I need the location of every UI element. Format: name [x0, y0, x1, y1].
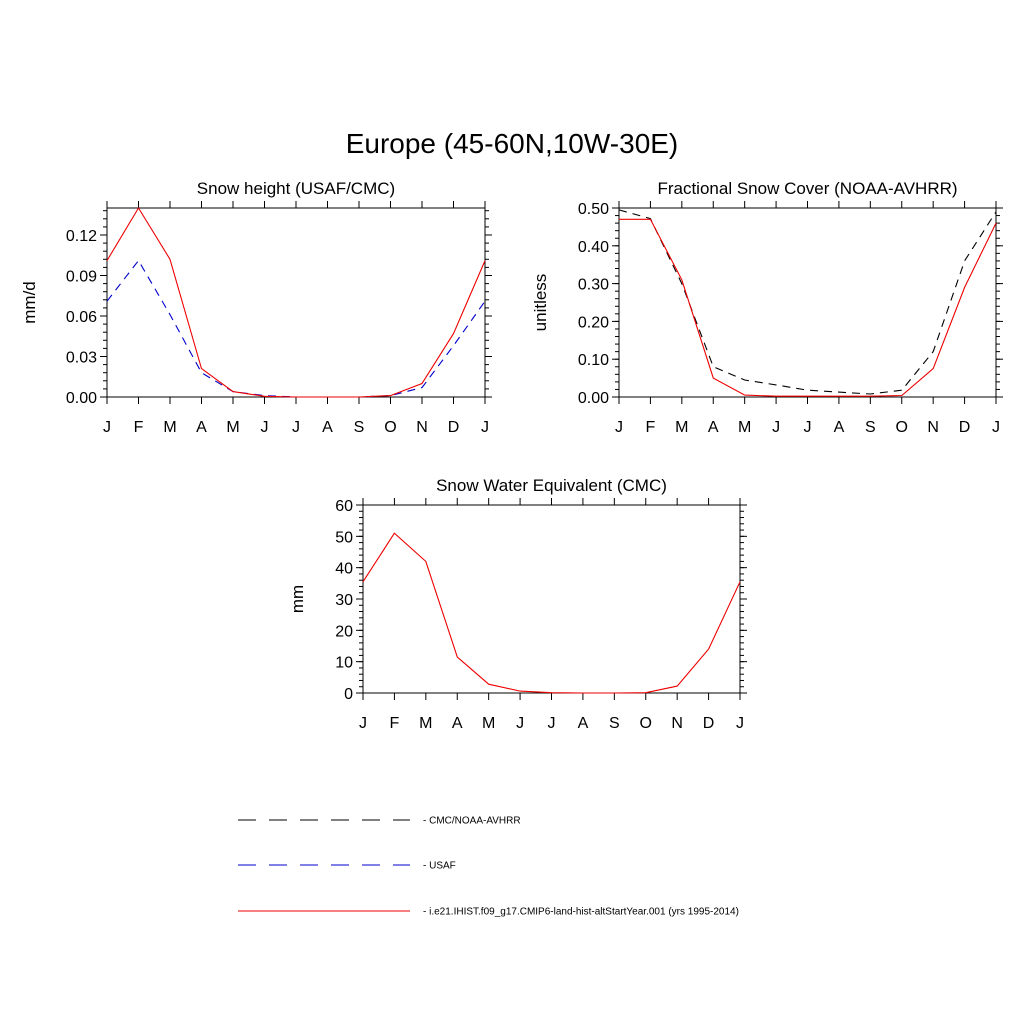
- legend-label: - i.e21.IHIST.f09_g17.CMIP6-land-hist-al…: [423, 907, 739, 918]
- chart-panel-2: Fractional Snow Cover (NOAA-AVHRR) unitle…: [531, 179, 1003, 436]
- plot-frame: [362, 504, 741, 694]
- x-tick-label: O: [384, 419, 396, 436]
- y-tick-label: 0.30: [578, 277, 609, 294]
- x-tick-label: F: [390, 715, 400, 732]
- x-tick-label: J: [481, 419, 489, 436]
- x-tick-label: A: [834, 419, 845, 436]
- legend: - CMC/NOAA-AVHRR - USAF - i.e21.IHIST.f09_…: [238, 816, 739, 918]
- x-tick-label: A: [708, 419, 719, 436]
- legend-label: - CMC/NOAA-AVHRR: [423, 816, 521, 827]
- x-tick-label: J: [103, 419, 111, 436]
- y-tick-label: 50: [335, 529, 353, 546]
- series-line: [619, 218, 997, 397]
- chart-title: Snow height (USAF/CMC): [197, 179, 395, 198]
- x-tick-label: S: [609, 715, 620, 732]
- y-tick-label: 0: [344, 686, 353, 703]
- x-tick-label: A: [196, 419, 207, 436]
- x-tick-label: J: [292, 419, 300, 436]
- x-tick-label: D: [959, 419, 971, 436]
- x-tick-label: M: [226, 419, 239, 436]
- chart-title: Snow Water Equivalent (CMC): [436, 476, 667, 495]
- x-tick-label: A: [578, 715, 589, 732]
- y-tick-label: 0.10: [578, 352, 609, 369]
- x-tick-label: S: [865, 419, 876, 436]
- y-tick-label: 0.00: [66, 390, 97, 407]
- y-tick-label: 0.12: [66, 228, 97, 245]
- x-tick-label: A: [322, 419, 333, 436]
- x-tick-label: D: [703, 715, 715, 732]
- y-tick-label: 30: [335, 592, 353, 609]
- series-line: [618, 209, 997, 395]
- y-tick-label: 40: [335, 561, 353, 578]
- x-tick-label: M: [482, 715, 495, 732]
- x-tick-label: N: [416, 419, 428, 436]
- x-tick-label: J: [359, 715, 367, 732]
- legend-label: - USAF: [423, 861, 456, 872]
- y-axis-label: mm/d: [20, 281, 39, 324]
- y-tick-label: 0.00: [578, 390, 609, 407]
- x-tick-label: J: [516, 715, 524, 732]
- y-tick-label: 0.09: [66, 269, 97, 286]
- x-tick-label: N: [671, 715, 683, 732]
- x-tick-label: O: [640, 715, 652, 732]
- x-tick-label: M: [738, 419, 751, 436]
- plot-frame: [618, 207, 997, 398]
- x-tick-label: J: [261, 419, 269, 436]
- series-line: [106, 206, 486, 398]
- x-tick-label: J: [736, 715, 744, 732]
- chart-title: Fractional Snow Cover (NOAA-AVHRR): [657, 179, 957, 198]
- y-tick-label: 10: [335, 655, 353, 672]
- x-tick-label: M: [419, 715, 432, 732]
- x-tick-label: A: [452, 715, 463, 732]
- y-axis-label: unitless: [531, 274, 550, 332]
- x-tick-label: N: [927, 419, 939, 436]
- y-tick-label: 0.20: [578, 314, 609, 331]
- plot-frame: [106, 207, 486, 398]
- y-axis-label: mm: [288, 585, 307, 613]
- chart-panel-1: Snow height (USAF/CMC) mm/d 0.00 0.03 0.06 0.…: [20, 179, 492, 436]
- x-tick-label: J: [772, 419, 780, 436]
- x-tick-label: M: [675, 419, 688, 436]
- x-tick-label: J: [615, 419, 623, 436]
- x-tick-label: S: [354, 419, 365, 436]
- series-line: [362, 532, 741, 694]
- figure-title: Europe (45-60N,10W-30E): [345, 128, 679, 159]
- x-tick-label: F: [646, 419, 656, 436]
- x-tick-label: J: [548, 715, 556, 732]
- chart-panel-3: Snow Water Equivalent (CMC) mm 0 10 20 30 40 50…: [288, 476, 747, 732]
- x-tick-label: J: [992, 419, 1000, 436]
- y-tick-label: 0.03: [66, 350, 97, 367]
- x-tick-label: O: [896, 419, 908, 436]
- x-tick-label: M: [163, 419, 176, 436]
- series-line: [106, 259, 486, 398]
- y-tick-label: 20: [335, 623, 353, 640]
- y-tick-label: 0.50: [578, 201, 609, 218]
- x-tick-label: D: [448, 419, 460, 436]
- x-tick-label: F: [134, 419, 144, 436]
- y-tick-label: 60: [335, 498, 353, 515]
- y-tick-label: 0.06: [66, 309, 97, 326]
- x-tick-label: J: [804, 419, 812, 436]
- y-tick-label: 0.40: [578, 239, 609, 256]
